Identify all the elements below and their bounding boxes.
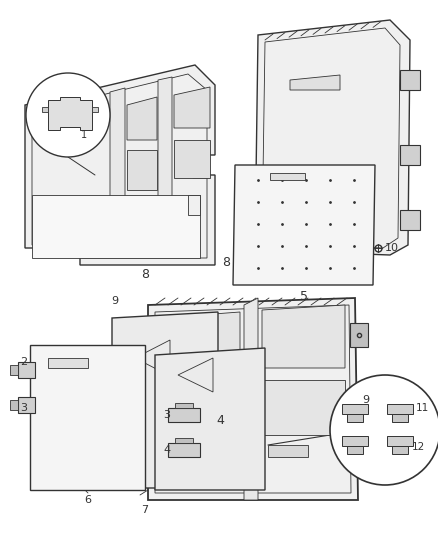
Polygon shape	[175, 450, 215, 462]
Polygon shape	[48, 358, 88, 368]
Text: 12: 12	[412, 442, 425, 452]
Polygon shape	[160, 312, 240, 375]
Polygon shape	[233, 165, 375, 285]
Text: 6: 6	[85, 495, 92, 505]
Polygon shape	[10, 365, 18, 375]
Polygon shape	[268, 445, 308, 457]
Text: 8: 8	[141, 268, 149, 281]
Polygon shape	[110, 88, 125, 240]
Text: 4: 4	[163, 445, 170, 455]
Text: 2: 2	[20, 357, 27, 367]
Polygon shape	[262, 380, 345, 435]
Text: 11: 11	[416, 403, 429, 413]
Polygon shape	[244, 298, 258, 500]
Polygon shape	[174, 140, 210, 178]
Polygon shape	[255, 20, 410, 255]
Polygon shape	[262, 305, 345, 368]
Polygon shape	[168, 443, 200, 457]
Polygon shape	[168, 408, 200, 422]
Polygon shape	[30, 345, 145, 490]
Text: 3: 3	[163, 410, 170, 420]
Polygon shape	[148, 298, 358, 500]
Polygon shape	[387, 404, 413, 414]
Text: 8: 8	[222, 255, 230, 269]
Polygon shape	[350, 408, 368, 432]
Text: 4: 4	[216, 414, 224, 426]
Polygon shape	[32, 195, 200, 258]
Polygon shape	[188, 195, 200, 215]
Polygon shape	[92, 107, 98, 112]
Polygon shape	[175, 438, 193, 443]
Polygon shape	[127, 97, 157, 140]
Polygon shape	[342, 404, 368, 414]
Polygon shape	[10, 400, 18, 410]
Polygon shape	[400, 70, 420, 90]
Polygon shape	[400, 145, 420, 165]
Polygon shape	[160, 385, 240, 440]
Polygon shape	[112, 312, 218, 488]
Circle shape	[330, 375, 438, 485]
Polygon shape	[18, 397, 35, 413]
Polygon shape	[155, 348, 265, 490]
Polygon shape	[48, 97, 92, 130]
Polygon shape	[392, 414, 408, 422]
Polygon shape	[174, 87, 210, 128]
Polygon shape	[400, 210, 420, 230]
Text: 7: 7	[141, 505, 148, 515]
Polygon shape	[42, 107, 48, 112]
Polygon shape	[387, 436, 413, 446]
Polygon shape	[347, 414, 363, 422]
Text: 9: 9	[111, 296, 119, 306]
Polygon shape	[342, 436, 368, 446]
Polygon shape	[175, 403, 193, 408]
Text: 5: 5	[300, 290, 308, 303]
Circle shape	[26, 73, 110, 157]
Polygon shape	[25, 65, 215, 265]
Text: 9: 9	[362, 395, 369, 405]
Polygon shape	[158, 77, 172, 240]
Text: 10: 10	[385, 243, 399, 253]
Polygon shape	[290, 75, 340, 90]
Polygon shape	[350, 323, 368, 347]
Polygon shape	[270, 173, 305, 180]
Polygon shape	[347, 446, 363, 454]
Text: 1: 1	[81, 130, 87, 140]
Polygon shape	[392, 446, 408, 454]
Text: 3: 3	[20, 403, 27, 413]
Polygon shape	[18, 362, 35, 378]
Polygon shape	[127, 150, 157, 190]
